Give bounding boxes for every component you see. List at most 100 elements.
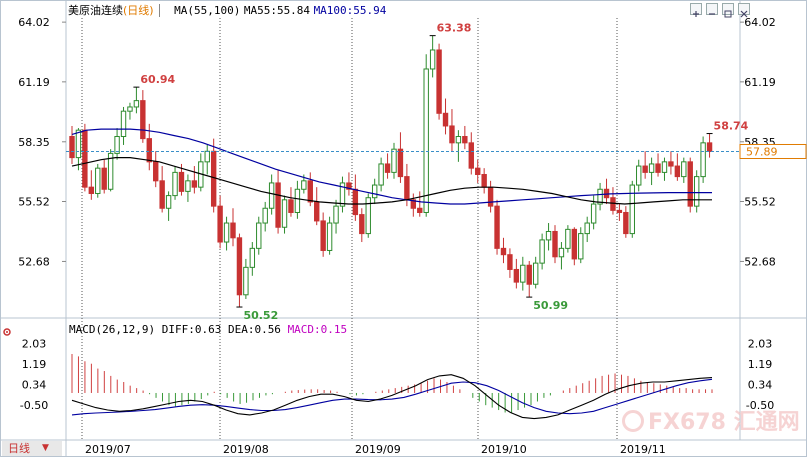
candle-body <box>275 182 281 228</box>
candle-body <box>475 167 481 175</box>
candle-body <box>314 201 320 222</box>
macd-tick-right: 0.34 <box>748 379 773 392</box>
candle-body <box>326 222 333 251</box>
candle-body <box>442 112 449 127</box>
candle-body <box>681 161 687 178</box>
price-tick-right: 61.19 <box>744 76 776 89</box>
candle-body <box>558 247 565 258</box>
close-icon[interactable] <box>738 3 750 18</box>
toolbar <box>690 3 750 18</box>
zoom-in-icon[interactable] <box>690 3 702 17</box>
candle-body <box>172 171 178 197</box>
candle-body <box>636 165 642 186</box>
candle-body <box>655 163 661 173</box>
macd-tick-left: 1.19 <box>22 358 47 371</box>
watermark-logo-icon <box>622 410 644 432</box>
candle-body <box>687 161 693 207</box>
macd-dea: DEA:0.56 <box>227 323 281 336</box>
candle-body <box>281 199 288 228</box>
month-label: 2019/11 <box>620 443 666 456</box>
candle-body <box>674 165 681 178</box>
candle-body <box>178 171 185 192</box>
macd-diff: DIFF:0.63 <box>161 323 222 336</box>
candle-body <box>185 180 191 192</box>
candle-body <box>455 136 462 144</box>
ma-indicator-title[interactable]: MA(55,100) <box>159 4 241 17</box>
candle-body <box>378 163 384 186</box>
price-tick-right: 64.02 <box>744 16 776 29</box>
candle-body <box>165 195 172 209</box>
macd-header: MACD(26,12,9) DIFF:0.63 DEA:0.56 MACD:0.… <box>69 323 347 336</box>
macd-tick-right: 2.03 <box>748 337 773 350</box>
chevron-down-icon: ▼ <box>42 443 49 453</box>
macd-title: MACD(26,12,9) <box>69 323 156 336</box>
candle-body <box>584 222 590 235</box>
candle-body <box>462 136 468 144</box>
candle-body <box>262 207 268 224</box>
current-price-box <box>739 143 807 159</box>
current-price-label: 57.89 <box>746 145 778 158</box>
candle-body <box>423 68 429 213</box>
price-tick-left: 58.35 <box>18 136 50 149</box>
ma100-value: MA100:55.94 <box>313 4 387 17</box>
dea-line <box>71 378 713 416</box>
candle-body <box>706 142 713 152</box>
candle-body <box>346 182 352 190</box>
candle-body <box>391 148 397 173</box>
candle-body <box>436 49 442 114</box>
candle-body <box>513 268 520 283</box>
period-selector[interactable]: 日线 ▼ <box>2 441 62 456</box>
candle-body <box>642 165 648 173</box>
candle-body <box>693 176 700 207</box>
candle-body <box>578 233 584 260</box>
candle-body <box>95 167 101 194</box>
candle-body <box>700 142 706 178</box>
candle-body <box>539 239 545 264</box>
low-annotation: 50.99 <box>533 299 568 312</box>
candle-body <box>352 188 359 216</box>
candle-body <box>88 186 95 194</box>
instrument-name: 美原油连续 <box>68 4 123 17</box>
price-tick-left: 55.52 <box>18 196 50 209</box>
candle-body <box>127 106 133 112</box>
price-tick-left: 52.68 <box>18 255 50 268</box>
candle-body <box>507 254 513 270</box>
candle-body <box>410 199 417 209</box>
candle-body <box>468 142 474 169</box>
chart-header: 美原油连续(日线) MA(55,100) MA55:55.84 MA100:55… <box>68 2 386 18</box>
indicator-settings-icon[interactable] <box>2 322 12 336</box>
candle-body <box>532 262 539 285</box>
period-selector-label: 日线 <box>8 442 30 455</box>
macd-tick-left: 2.03 <box>22 337 47 350</box>
candle-body <box>114 136 120 154</box>
fit-icon[interactable] <box>722 3 734 18</box>
macd-tick-left: 0.34 <box>22 379 47 392</box>
candle-body <box>365 197 371 235</box>
month-label: 2019/10 <box>481 443 527 456</box>
candle-body <box>75 129 82 159</box>
candle-body <box>133 100 140 108</box>
candle-body <box>217 205 223 243</box>
candle-body <box>487 186 494 207</box>
candle-body <box>520 264 526 283</box>
macd-tick-right: -0.50 <box>746 399 774 412</box>
diff-line <box>71 374 713 420</box>
candle-body <box>449 125 455 144</box>
high-annotation: 58.74 <box>714 120 749 133</box>
high-annotation: 63.38 <box>437 22 472 35</box>
candle-body <box>565 228 571 249</box>
candle-body <box>429 49 436 70</box>
price-tick-right: 55.52 <box>744 196 776 209</box>
candle-body <box>339 182 346 207</box>
price-tick-right: 52.68 <box>744 255 776 268</box>
candle-body <box>629 184 635 235</box>
candle-body <box>320 220 326 251</box>
candle-body <box>301 180 307 190</box>
zoom-out-icon[interactable] <box>706 3 718 15</box>
candle-body <box>545 230 552 241</box>
candle-body <box>384 163 391 173</box>
candle-body <box>268 182 275 209</box>
candle-body <box>191 180 198 188</box>
candle-body <box>153 161 159 182</box>
candle-body <box>307 180 313 203</box>
